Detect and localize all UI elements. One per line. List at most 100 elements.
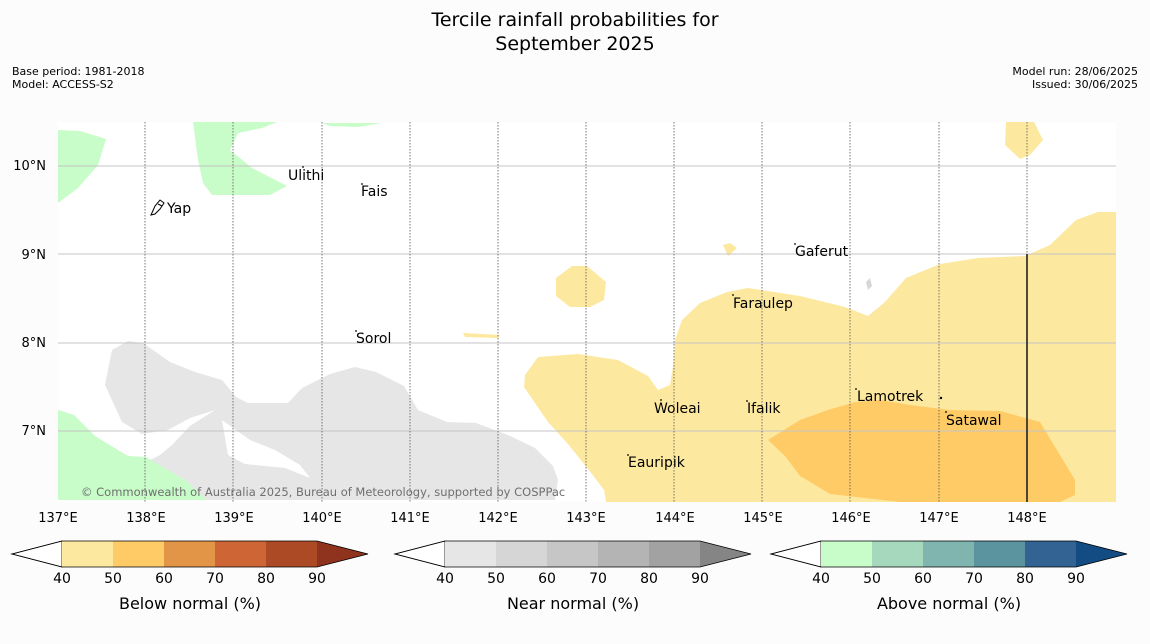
legend-tick: 70 [206, 571, 224, 587]
place-marker [660, 399, 662, 401]
model-run-text: Model run: 28/06/2025 [1012, 65, 1138, 78]
place-label-satawal: Satawal [946, 413, 1001, 429]
legend-tick: 90 [1067, 571, 1085, 587]
legend-swatch [215, 541, 266, 567]
lon-label: 143°E [566, 511, 606, 526]
legend-tick: 40 [436, 571, 454, 587]
place-label-eauripik: Eauripik [628, 455, 686, 471]
lat-label: 9°N [22, 248, 47, 263]
legend-label: Near normal (%) [507, 594, 639, 613]
below-normal-region [463, 333, 500, 338]
legend-swatch [496, 541, 547, 567]
near-normal-region [105, 341, 558, 500]
latitude-labels: 10°N 9°N 8°N 7°N [13, 159, 46, 439]
base-info: Base period: 1981-2018 Model: ACCESS-S2 [12, 65, 144, 91]
legend-label: Above normal (%) [877, 594, 1021, 613]
below-normal-region [723, 243, 737, 256]
lon-label: 138°E [126, 511, 166, 526]
place-label-sorol: Sorol [356, 331, 391, 347]
legend-swatch [821, 541, 872, 567]
place-label-faraulep: Faraulep [733, 296, 793, 312]
place-labels: Ulithi Fais Yap Gaferut Faraulep Sorol W… [166, 168, 1001, 471]
legend-tick: 80 [640, 571, 658, 587]
lon-label: 140°E [302, 511, 342, 526]
legend-high-arrow [1076, 541, 1127, 567]
legend-outline [10, 540, 369, 568]
legend-tick: 70 [965, 571, 983, 587]
place-markers [302, 166, 947, 456]
legend-high-arrow [700, 541, 751, 567]
legend-outline [393, 540, 752, 568]
lon-label: 141°E [390, 511, 430, 526]
legend-tick: 40 [812, 571, 830, 587]
base-period-text: Base period: 1981-2018 [12, 65, 145, 78]
map-title: Tercile rainfall probabilities for Septe… [0, 8, 1150, 56]
place-marker [355, 330, 357, 332]
title-line-2: September 2025 [495, 33, 655, 55]
legend-swatch [547, 541, 598, 567]
lon-label: 147°E [919, 511, 959, 526]
legend-low-arrow [769, 540, 822, 568]
legend-swatch [872, 541, 923, 567]
lat-label: 8°N [22, 336, 47, 351]
longitude-labels: 137°E 138°E 139°E 140°E 141°E 142°E 143°… [38, 511, 1047, 526]
lat-label: 7°N [22, 424, 47, 439]
run-info: Model run: 28/06/2025 Issued: 30/06/2025 [1012, 65, 1138, 91]
legend-ticks: 40 50 60 70 80 90 [53, 571, 326, 587]
legend-swatch [1025, 541, 1076, 567]
model-text: Model: ACCESS-S2 [12, 78, 114, 91]
place-marker [361, 183, 363, 185]
legend-near-normal: 40 50 60 70 80 90 Near normal (%) [393, 540, 752, 613]
above-normal-region [58, 410, 207, 500]
lat-label: 10°N [13, 159, 46, 174]
place-marker [939, 396, 943, 400]
legend-swatch [649, 541, 700, 567]
place-marker [746, 400, 748, 402]
lon-label: 146°E [831, 511, 871, 526]
legend-swatch [266, 541, 317, 567]
legend-ticks: 40 50 60 70 80 90 [436, 571, 709, 587]
near-normal-region [222, 420, 310, 478]
above-normal-region [322, 123, 382, 127]
legend-ticks: 40 50 60 70 80 90 [812, 571, 1085, 587]
place-label-woleai: Woleai [654, 401, 701, 417]
place-label-ulithi: Ulithi [288, 168, 324, 184]
legend-tick: 60 [155, 571, 173, 587]
legend-low-arrow [10, 540, 63, 568]
legend-tick: 40 [53, 571, 71, 587]
place-label-lamotrek: Lamotrek [857, 389, 924, 405]
place-label-ifalik: Ifalik [747, 401, 781, 417]
legend-low-arrow [393, 540, 446, 568]
place-marker [945, 411, 947, 413]
below-normal-region [556, 266, 606, 307]
legend-tick: 60 [538, 571, 556, 587]
lon-label: 142°E [478, 511, 518, 526]
place-marker [302, 166, 304, 168]
latitude-gridlines [58, 165, 1116, 432]
place-marker [732, 294, 734, 296]
legend-swatch [974, 541, 1025, 567]
place-marker [794, 243, 796, 245]
below-normal-region [1005, 122, 1043, 159]
issued-text: Issued: 30/06/2025 [1031, 78, 1138, 91]
legend-outline [769, 540, 1128, 568]
legend-swatch [598, 541, 649, 567]
legend-swatch [445, 541, 496, 567]
lon-label: 139°E [214, 511, 254, 526]
legend-above-normal: 40 50 60 70 80 90 Above normal (%) [769, 540, 1128, 613]
place-label-fais: Fais [361, 184, 388, 200]
near-normal-region [866, 278, 872, 290]
legend-tick: 50 [487, 571, 505, 587]
map-panel [58, 122, 1116, 502]
lon-label: 144°E [655, 511, 695, 526]
legend-high-arrow [317, 541, 368, 567]
place-label-gaferut: Gaferut [795, 244, 849, 260]
title-line-1: Tercile rainfall probabilities for [431, 9, 719, 31]
legend-tick: 80 [257, 571, 275, 587]
place-marker [855, 388, 857, 390]
below-normal-region-strong [768, 400, 1075, 502]
legend-tick: 90 [691, 571, 709, 587]
copyright-notice: © Commonwealth of Australia 2025, Bureau… [81, 485, 565, 499]
legend-tick: 50 [863, 571, 881, 587]
